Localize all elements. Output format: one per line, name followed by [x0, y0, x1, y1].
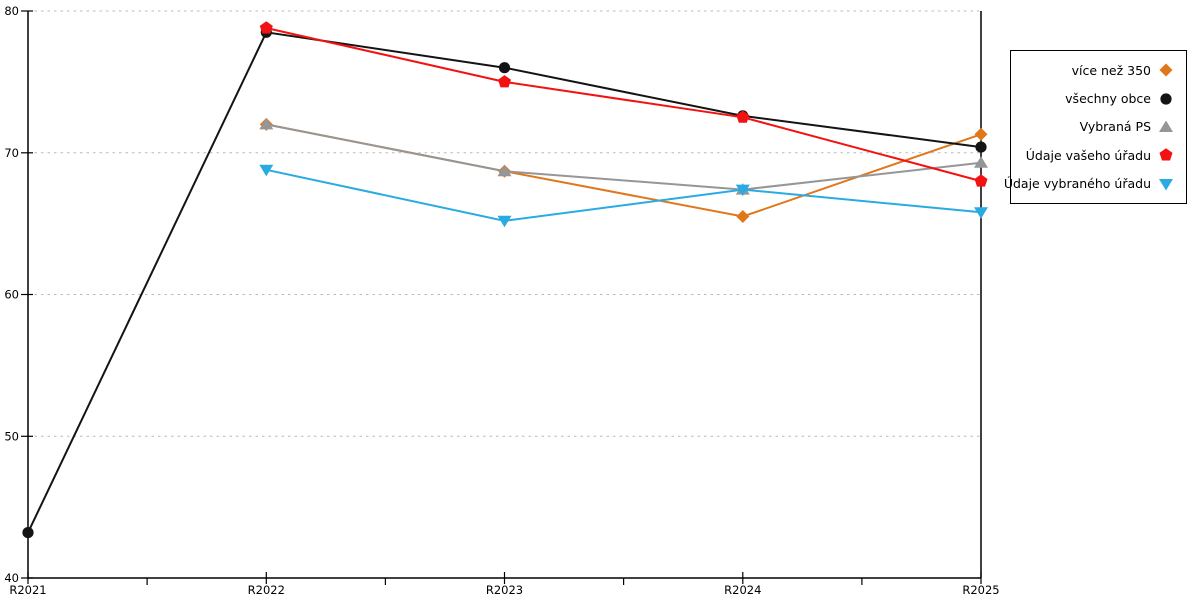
legend-marker-triangle-up-icon — [1158, 119, 1174, 135]
legend-marker-circle-icon — [1158, 91, 1174, 107]
legend-marker-triangle-down-icon — [1158, 176, 1174, 192]
legend-item: všechny obce — [1017, 84, 1174, 112]
legend-item: více než 350 — [1017, 56, 1174, 84]
legend-marker-pentagon-icon — [1158, 147, 1174, 163]
legend-item-label: Vybraná PS — [1079, 119, 1151, 135]
circle-marker-icon — [498, 62, 511, 74]
triangle-down-marker-icon — [259, 164, 274, 177]
triangle-up-marker-icon — [497, 164, 512, 177]
series-line-4 — [266, 168, 982, 222]
pentagon-marker-icon — [259, 21, 273, 34]
y-tick-label: 70 — [4, 146, 19, 160]
y-tick-label: 50 — [4, 429, 19, 443]
series-line-1 — [27, 31, 982, 534]
triangle-up-marker-icon — [259, 117, 274, 130]
legend-marker-diamond-icon — [1158, 62, 1174, 78]
triangle-up-marker-icon — [1159, 120, 1173, 132]
diamond-marker-icon — [736, 210, 750, 223]
triangle-down-marker-icon — [974, 207, 988, 219]
triangle-down-marker-icon — [497, 215, 512, 228]
triangle-up-marker-icon — [974, 156, 988, 168]
legend-item-label: všechny obce — [1065, 91, 1151, 107]
y-tick-label: 40 — [4, 571, 19, 585]
legend-item-label: více než 350 — [1071, 62, 1151, 78]
y-tick-label: 80 — [4, 4, 19, 18]
diamond-marker-icon — [974, 127, 988, 141]
series-line-3 — [266, 27, 982, 183]
x-tick-label: R2022 — [248, 583, 285, 597]
x-tick-label: R2025 — [962, 583, 999, 597]
x-tick-label: R2023 — [486, 583, 523, 597]
legend-item-label: Údaje vašeho úřadu — [1025, 147, 1151, 163]
pentagon-marker-icon — [498, 75, 511, 88]
legend-item: Vybraná PS — [1017, 113, 1174, 141]
pentagon-marker-icon — [974, 174, 988, 187]
circle-marker-icon — [22, 527, 34, 539]
series-line-2 — [266, 123, 982, 191]
y-tick-label: 60 — [4, 288, 19, 302]
pentagon-marker-icon — [1159, 148, 1173, 161]
circle-marker-icon — [1160, 92, 1172, 105]
legend: více než 350 všechny obce Vybraná PS Úda… — [1004, 50, 1187, 204]
diamond-marker-icon — [1159, 63, 1173, 77]
triangle-down-marker-icon — [1159, 178, 1173, 191]
pentagon-marker-icon — [736, 110, 750, 123]
triangle-down-marker-icon — [735, 184, 750, 197]
x-tick-label: R2021 — [9, 583, 46, 597]
legend-item: Údaje vybraného úřadu — [1004, 170, 1174, 198]
legend-item-label: Údaje vybraného úřadu — [1003, 176, 1151, 192]
x-tick-label: R2024 — [724, 583, 761, 597]
legend-item: Údaje vašeho úřadu — [1017, 141, 1174, 169]
circle-marker-icon — [975, 141, 987, 153]
